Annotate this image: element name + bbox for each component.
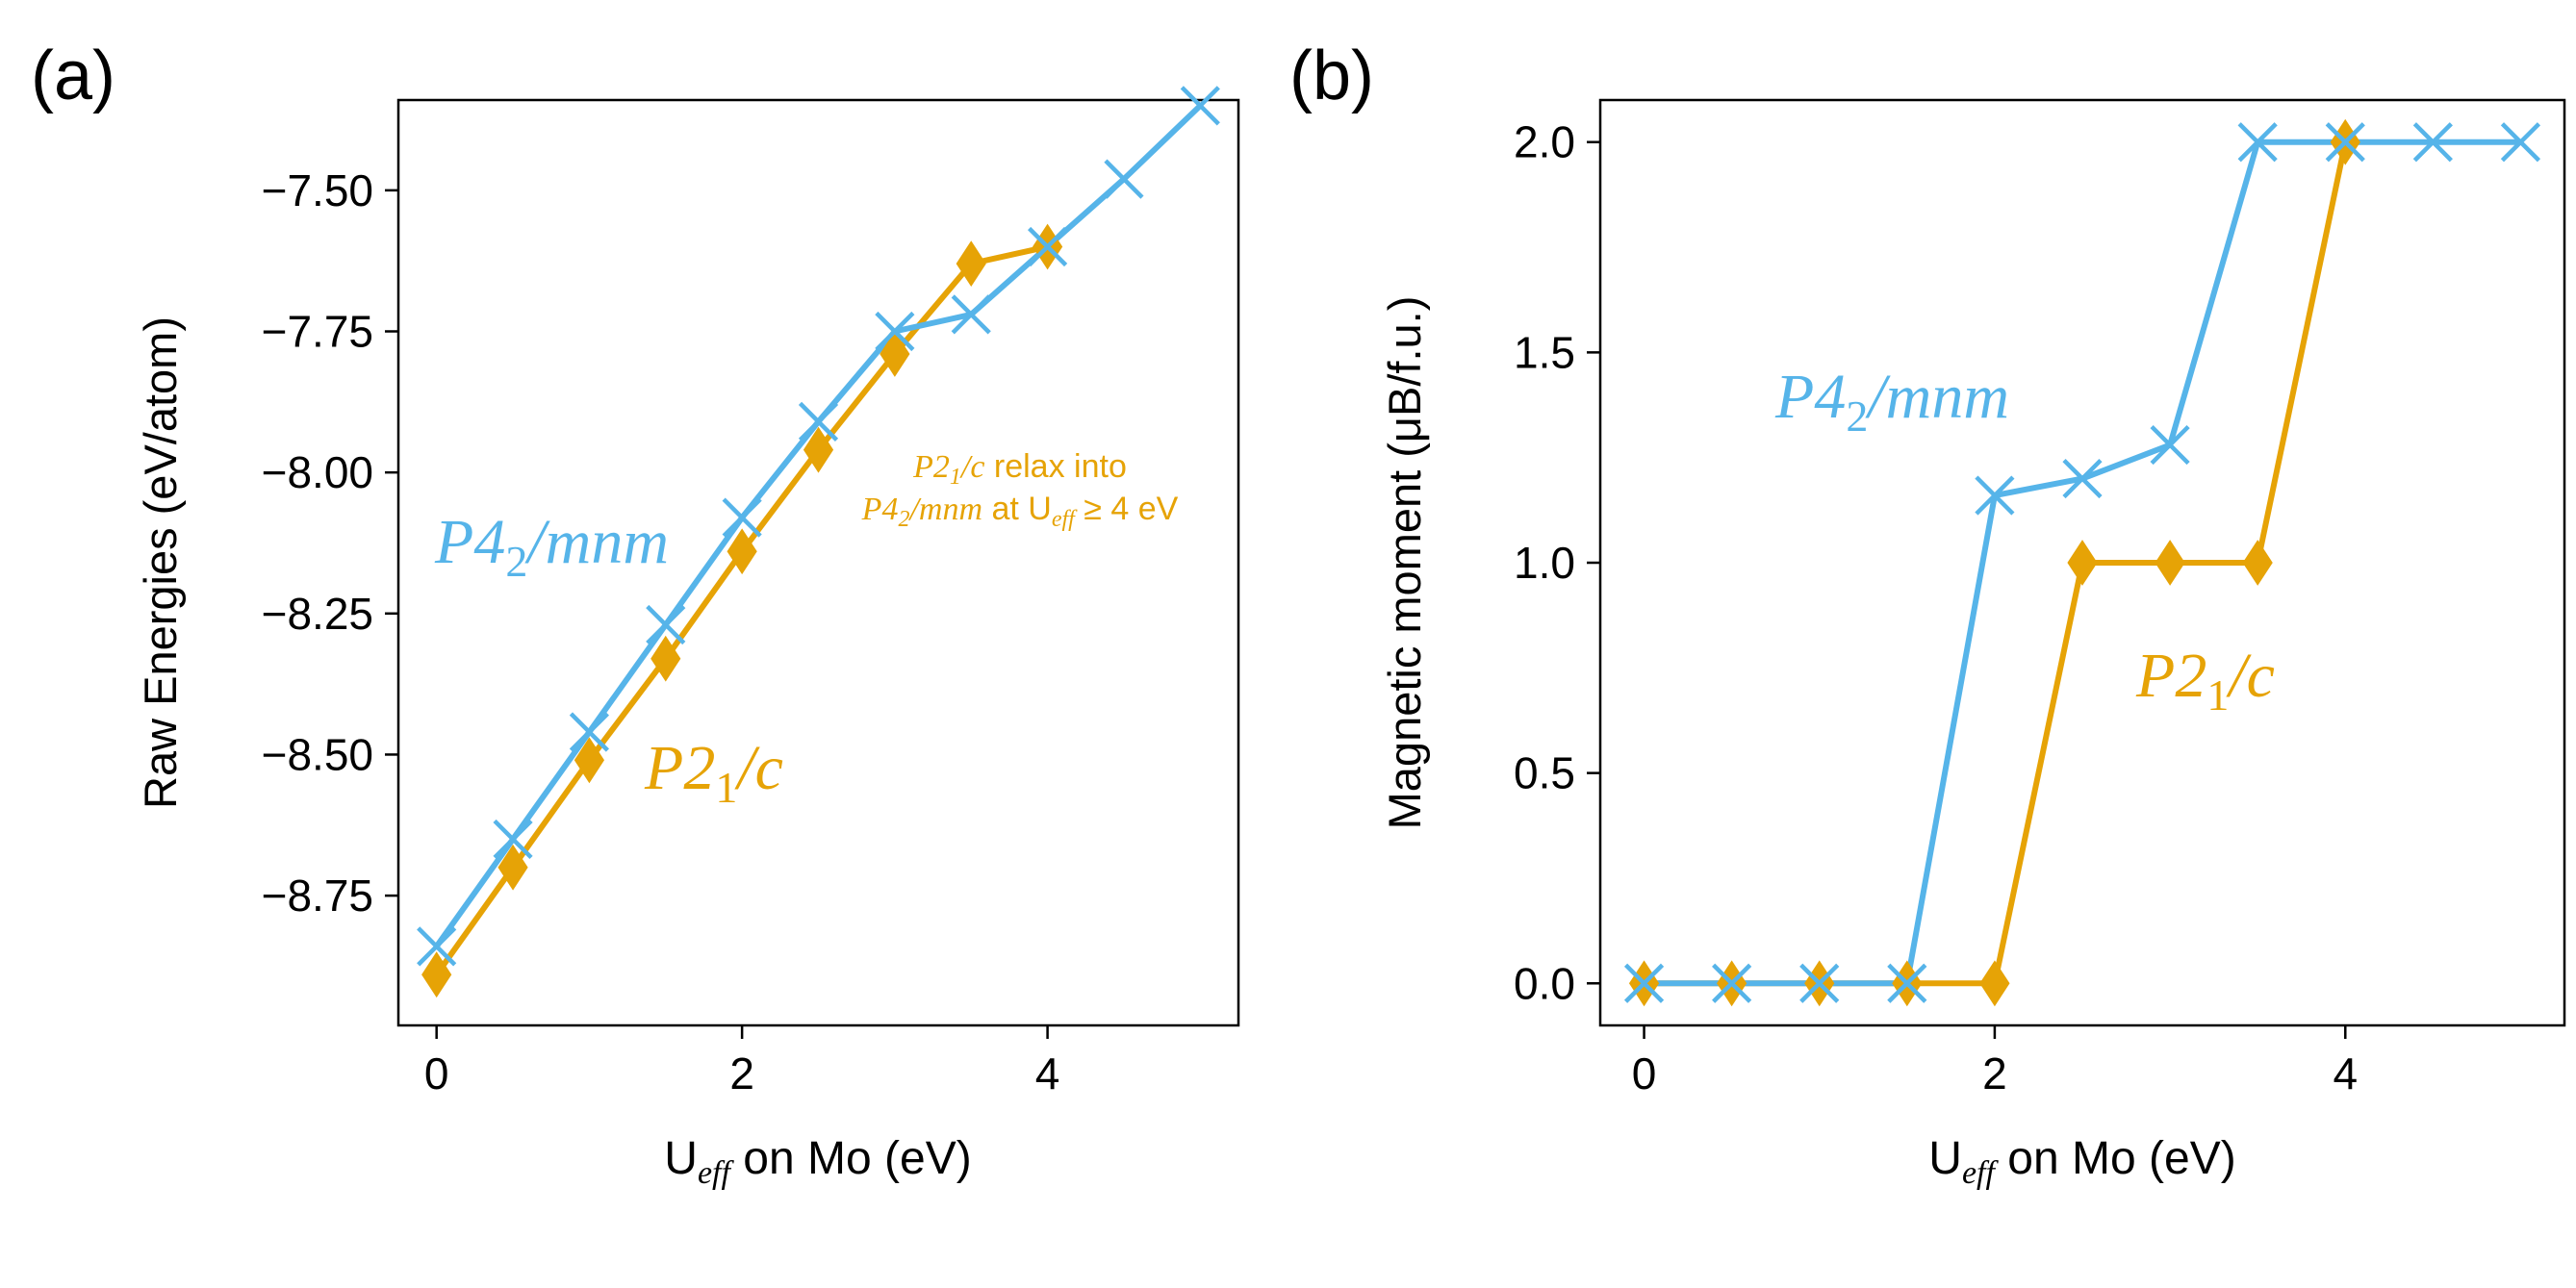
panel-a-p21-point (497, 844, 528, 891)
panel-b-p42-point (2500, 122, 2541, 163)
panel-a-p42-point (1104, 159, 1144, 199)
panel-a-p21-point (880, 331, 910, 377)
panel-a-p42-point (493, 819, 533, 860)
panel-b-ytick-label: 0.0 (1514, 958, 1575, 1008)
panel-b-xtick-label: 0 (1632, 1048, 1657, 1099)
panel-a-relax-note-line1: P21/c relax into (912, 448, 1127, 490)
panel-a-p42-point (798, 401, 839, 442)
panel-a-plot-frame (396, 98, 1240, 1027)
panel-b-xtick-label: 4 (2333, 1048, 2358, 1099)
panel-a-label: (a) (31, 38, 115, 114)
panel-a-xtick-label: 4 (1035, 1048, 1060, 1099)
panel-b-ytick-label: 2.0 (1514, 117, 1575, 167)
panel-b-p42-point (2237, 122, 2278, 163)
panel-b-ytick-label: 1.0 (1514, 538, 1575, 588)
panel-b-p42-label: P42/mnm (1774, 362, 2009, 441)
panel-a-xtick-label: 0 (424, 1048, 449, 1099)
panel-b: (b) 0 2 4 0.0 0.5 1.0 1.5 2.0 Magnetic moment (… (1289, 38, 2566, 1191)
panel-a-p21-point (727, 528, 757, 575)
panel-b-p42-point (1799, 963, 1840, 1003)
panel-a-p21-label: P21/c (644, 733, 783, 812)
panel-a-p42-point (951, 294, 991, 335)
panel-a-series (417, 86, 1220, 998)
panel-b-p21-point (1979, 960, 2010, 1007)
panel-a-p21-point (574, 737, 605, 784)
panel-b-xlabel: Ueff on Mo (eV) (1928, 1133, 2235, 1191)
panel-b-ytick-label: 0.5 (1514, 748, 1575, 798)
panel-a-p21-point (803, 426, 834, 473)
panel-b-p42-point (1887, 963, 1927, 1003)
panel-a-series-line-p21 (434, 243, 1049, 976)
panel-b-p21-point (2242, 540, 2273, 586)
panel-b-p42-point (1623, 963, 1665, 1003)
panel-a-p42-point (1180, 86, 1220, 126)
panel-a-p42-point (569, 712, 609, 752)
panel-b-p42-point (1712, 963, 1752, 1003)
panel-b-series-line-p21 (1644, 141, 2349, 987)
panel-a-p42-point (875, 311, 915, 352)
panel-b-p42-point (2325, 122, 2365, 163)
panel-b-p42-point (1975, 475, 2015, 516)
panel-b-series (1623, 118, 2541, 1007)
panel-a-ytick-label: −7.75 (262, 307, 373, 357)
panel-b-p21-point (2067, 540, 2098, 586)
panel-a-ytick-label: −8.25 (262, 589, 373, 639)
panel-a-p42-point (417, 926, 457, 967)
panel-b-ylabel: Magnetic moment (μB/f.u.) (1379, 296, 1430, 830)
panel-b-p21-point (2155, 540, 2185, 586)
panel-a-relax-note-line2: P42/mnm at Ueff ≥ 4 eV (861, 491, 1179, 532)
panel-a-p42-point (1027, 226, 1068, 267)
panel-a-ytick-label: −8.00 (262, 447, 373, 497)
panel-a-ylabel: Raw Energies (eV/atom) (135, 316, 186, 809)
panel-b-p42-point (2150, 424, 2190, 466)
panel-b-p42-point (2412, 122, 2453, 163)
panel-a: (a) 0 2 4 −7.50 −7.75 −8.00 −8.25 −8.50 −8.75 Ra… (31, 38, 1240, 1191)
panel-b-p42-point (2062, 458, 2103, 499)
panel-a-ytick-label: −8.75 (262, 871, 373, 921)
panel-a-p42-label: P42/mnm (434, 507, 669, 586)
panel-b-label: (b) (1289, 38, 1374, 114)
panel-a-p42-point (722, 497, 762, 538)
panel-a-p21-point (650, 635, 681, 682)
panel-a-p21-point (421, 951, 452, 998)
panel-a-ticks: 0 2 4 −7.50 −7.75 −8.00 −8.25 −8.50 −8.75 (262, 165, 1060, 1099)
panel-a-ytick-label: −8.50 (262, 729, 373, 779)
panel-b-p21-label: P21/c (2135, 641, 2275, 720)
panel-a-p21-point (956, 240, 986, 288)
panel-a-xtick-label: 2 (729, 1048, 754, 1099)
panel-b-ytick-label: 1.5 (1514, 327, 1575, 377)
panel-a-ytick-label: −7.50 (262, 165, 373, 215)
panel-a-xlabel: Ueff on Mo (eV) (664, 1133, 971, 1191)
panel-b-xtick-label: 2 (1982, 1048, 2007, 1099)
panel-b-ticks: 0 2 4 0.0 0.5 1.0 1.5 2.0 (1514, 117, 2358, 1099)
panel-a-p42-point (646, 604, 686, 645)
